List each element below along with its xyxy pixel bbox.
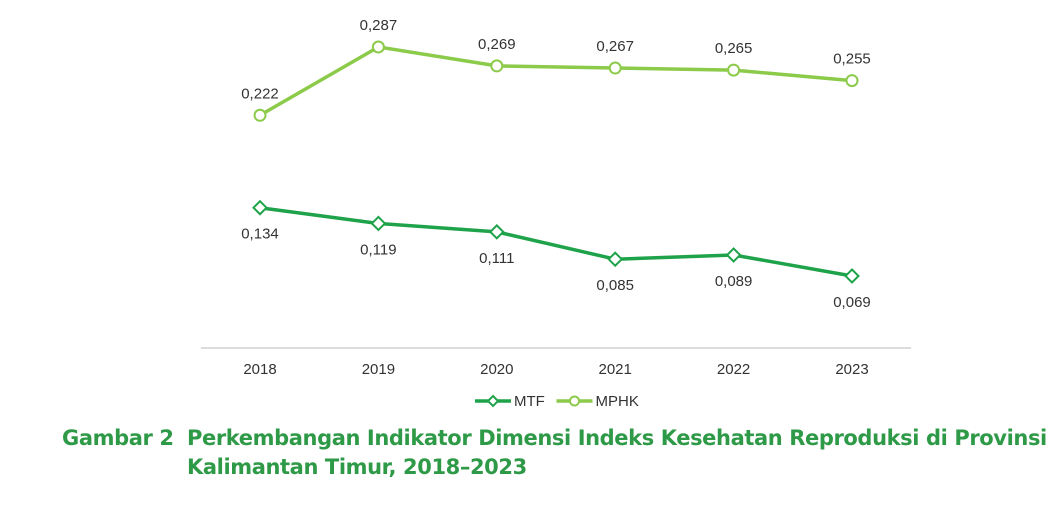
x-tick-label: 2021 — [599, 361, 632, 378]
data-label: 0,069 — [833, 294, 871, 311]
data-point-marker — [607, 251, 624, 268]
data-label: 0,111 — [479, 250, 514, 267]
line-chart: 2018 2019 2020 2021 2022 2023 0,134 0,119 0,111 0… — [201, 17, 911, 410]
x-tick-label: 2020 — [480, 361, 513, 378]
data-label: 0,134 — [241, 226, 279, 243]
legend-marker — [569, 395, 580, 407]
x-tick-label: 2018 — [243, 361, 276, 378]
data-point-marker — [371, 40, 385, 54]
caption-line-2: Kalimantan Timur, 2018–2023 — [187, 455, 527, 479]
data-point-marker — [370, 215, 387, 232]
data-label: 0,265 — [715, 40, 753, 57]
data-label: 0,085 — [596, 277, 634, 294]
data-label: 0,269 — [478, 36, 516, 53]
x-tick-label: 2019 — [362, 361, 395, 378]
x-tick-label: 2023 — [835, 361, 868, 378]
data-point-marker — [844, 268, 860, 284]
data-label: 0,222 — [241, 85, 279, 102]
data-point-marker — [253, 108, 267, 122]
data-label: 0,119 — [360, 241, 396, 258]
data-label: 0,287 — [360, 17, 398, 34]
series-line-mtf — [258, 205, 854, 278]
data-point-marker — [488, 223, 505, 240]
data-point-marker — [727, 63, 741, 77]
data-point-marker — [845, 74, 859, 88]
x-tick-label: 2022 — [717, 361, 750, 378]
data-label: 0,255 — [833, 51, 871, 68]
data-label: 0,089 — [715, 273, 753, 290]
data-point-marker — [490, 59, 504, 73]
legend-label: MPHK — [596, 393, 639, 410]
data-point-marker — [725, 247, 742, 263]
legend-marker — [486, 394, 500, 408]
data-label: 0,267 — [596, 38, 634, 55]
legend-label: MTF — [514, 393, 545, 410]
caption-title: Perkembangan Indikator Dimensi Indeks Ke… — [187, 424, 1047, 482]
caption-line-1: Perkembangan Indikator Dimensi Indeks Ke… — [187, 426, 1047, 450]
data-point-marker — [252, 199, 268, 216]
caption-label: Gambar 2 — [62, 426, 174, 450]
series-line-mphk — [258, 45, 854, 118]
data-point-marker — [608, 61, 622, 75]
